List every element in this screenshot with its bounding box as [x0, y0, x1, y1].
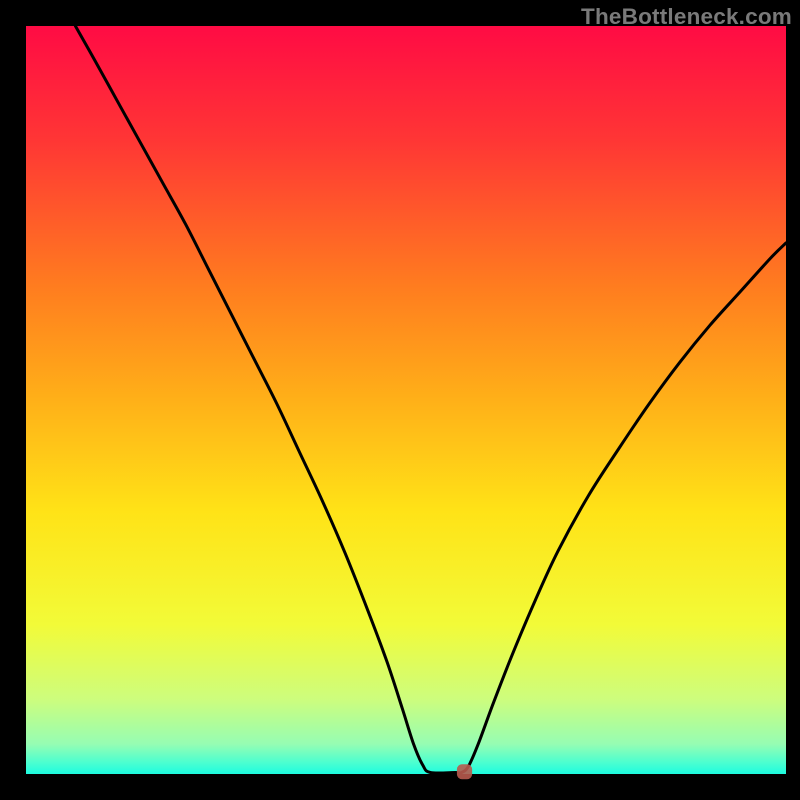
plot-background-gradient	[26, 26, 786, 774]
bottleneck-curve-chart	[0, 0, 800, 800]
optimal-point-marker	[457, 764, 472, 779]
watermark-label: TheBottleneck.com	[581, 4, 792, 30]
